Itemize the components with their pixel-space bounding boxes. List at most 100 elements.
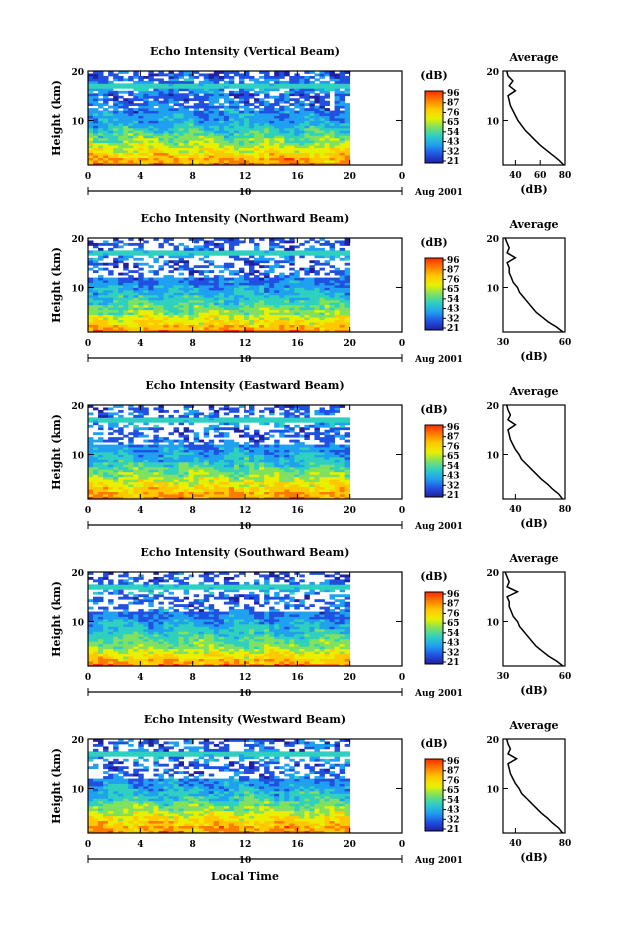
heatmap-cell	[198, 250, 205, 254]
heatmap-cell	[299, 103, 305, 107]
heatmap-cell	[123, 280, 129, 283]
heatmap-cell	[319, 324, 325, 328]
heatmap-cell	[93, 115, 99, 119]
heatmap-cell	[274, 142, 280, 146]
heatmap-cell	[143, 95, 149, 99]
heatmap-cell	[193, 307, 200, 311]
heatmap-cell	[133, 252, 139, 256]
heatmap-cell	[329, 280, 335, 283]
heatmap-cell	[289, 476, 295, 480]
panel-title: Echo Intensity (Northward Beam)	[141, 212, 350, 225]
heatmap-cell	[118, 155, 124, 158]
heatmap-cell	[148, 78, 154, 82]
heatmap-cell	[294, 454, 300, 458]
heatmap-cell	[188, 105, 195, 109]
heatmap-cell	[309, 486, 315, 490]
heatmap-cell	[183, 486, 190, 490]
heatmap-cell	[93, 484, 99, 488]
heatmap-cell	[259, 71, 265, 74]
heatmap-cell	[294, 424, 300, 428]
colorbar-tick-label: 76	[447, 275, 460, 285]
heatmap-cell	[88, 73, 94, 77]
heatmap-cell	[274, 250, 280, 254]
heatmap-cell	[309, 297, 315, 301]
heatmap-cell	[339, 73, 346, 77]
heatmap-cell	[329, 277, 335, 281]
heatmap-cell	[228, 252, 235, 256]
heatmap-cell	[309, 449, 315, 453]
heatmap-cell	[334, 479, 340, 483]
heatmap-cell	[213, 444, 220, 448]
heatmap-cell	[299, 160, 305, 163]
heatmap-cell	[339, 309, 346, 313]
heatmap-cell	[113, 125, 119, 129]
heatmap-cell	[223, 285, 230, 288]
heatmap-cell	[153, 466, 159, 470]
heatmap-cell	[193, 432, 200, 436]
heatmap-cell	[243, 130, 250, 134]
heatmap-cell	[299, 419, 305, 423]
heatmap-cell	[173, 454, 179, 458]
heatmap-cell	[314, 449, 320, 453]
heatmap-cell	[183, 262, 190, 266]
heatmap-cell	[138, 275, 144, 278]
heatmap-cell	[228, 317, 235, 321]
heatmap-cell	[138, 238, 144, 241]
heatmap-cell	[113, 464, 119, 468]
heatmap-cell	[249, 130, 255, 134]
heatmap-cell	[183, 317, 190, 321]
heatmap-cell	[108, 140, 114, 144]
heatmap-cell	[183, 479, 190, 483]
heatmap-cell	[228, 152, 235, 156]
heatmap-cell	[223, 309, 230, 313]
heatmap-cell	[168, 442, 174, 445]
heatmap-cell	[304, 464, 310, 468]
heatmap-cell	[173, 118, 179, 121]
heatmap-cell	[183, 439, 190, 443]
heatmap-cell	[178, 496, 185, 500]
y-tick-label: 10	[71, 284, 84, 294]
heatmap-cell	[163, 95, 169, 99]
heatmap-cell	[299, 456, 305, 460]
heatmap-cell	[304, 85, 310, 89]
heatmap-cell	[319, 494, 325, 497]
heatmap-cell	[289, 324, 295, 328]
heatmap-cell	[198, 419, 205, 423]
heatmap-cell	[344, 484, 351, 488]
heatmap-cell	[213, 481, 220, 485]
heatmap-cell	[113, 157, 119, 161]
heatmap-cell	[344, 250, 351, 254]
heatmap-cell	[233, 83, 240, 87]
heatmap-cell	[168, 75, 174, 79]
heatmap-cell	[118, 456, 124, 460]
heatmap-cell	[264, 282, 270, 286]
heatmap-cell	[233, 140, 240, 144]
heatmap-cell	[238, 304, 245, 308]
heatmap-cell	[233, 95, 240, 99]
heatmap-cell	[264, 280, 270, 283]
heatmap-cell	[233, 125, 240, 129]
heatmap-cell	[319, 75, 325, 79]
heatmap-cell	[309, 312, 315, 316]
heatmap-cell	[314, 302, 320, 306]
heatmap-cell	[103, 113, 109, 116]
heatmap-cell	[228, 105, 235, 109]
heatmap-cell	[259, 294, 265, 298]
heatmap-cell	[208, 125, 215, 129]
colorbar-tick-label: 32	[447, 314, 460, 324]
heatmap-cell	[344, 90, 351, 94]
heatmap-cell	[143, 469, 149, 473]
heatmap-cell	[259, 287, 265, 291]
heatmap-cell	[168, 93, 174, 97]
heatmap-cell	[309, 80, 315, 84]
heatmap-cell	[208, 110, 215, 114]
heatmap-cell	[238, 115, 245, 119]
heatmap-cell	[284, 294, 290, 298]
heatmap-cell	[289, 434, 295, 438]
heatmap-cell	[93, 265, 99, 269]
heatmap-cell	[173, 255, 179, 259]
heatmap-cell	[88, 447, 94, 450]
heatmap-cell	[143, 479, 149, 483]
heatmap-cell	[143, 88, 149, 92]
heatmap-cell	[208, 491, 215, 495]
